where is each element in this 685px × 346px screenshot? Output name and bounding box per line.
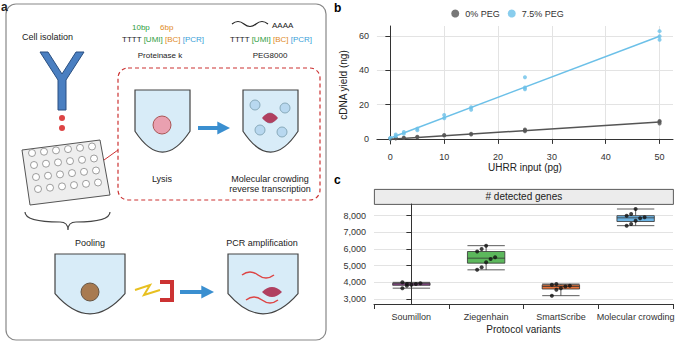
svg-text:Molecular crowding: Molecular crowding bbox=[597, 312, 675, 322]
svg-text:8,000: 8,000 bbox=[343, 211, 366, 221]
svg-text:AAAA: AAAA bbox=[272, 21, 294, 30]
svg-text:10: 10 bbox=[439, 152, 449, 162]
svg-text:0% PEG: 0% PEG bbox=[465, 9, 500, 19]
svg-text:b: b bbox=[334, 1, 341, 15]
svg-text:4,000: 4,000 bbox=[343, 277, 366, 287]
svg-text:# detected genes: # detected genes bbox=[486, 191, 563, 202]
svg-text:Pooling: Pooling bbox=[75, 238, 105, 248]
svg-text:TTTT [UMI] [BC] [PCR]: TTTT [UMI] [BC] [PCR] bbox=[122, 35, 204, 44]
svg-text:60: 60 bbox=[359, 31, 369, 41]
svg-text:3,000: 3,000 bbox=[343, 294, 366, 304]
svg-text:40: 40 bbox=[601, 152, 611, 162]
svg-text:PCR amplification: PCR amplification bbox=[226, 238, 298, 248]
svg-text:5,000: 5,000 bbox=[343, 261, 366, 271]
svg-text:Lysis: Lysis bbox=[152, 174, 173, 184]
svg-text:SmartScribe: SmartScribe bbox=[536, 312, 586, 322]
svg-text:PEG8000: PEG8000 bbox=[253, 51, 288, 60]
svg-text:Soumillon: Soumillon bbox=[392, 312, 432, 322]
svg-text:10bp: 10bp bbox=[132, 23, 150, 32]
svg-text:TTTT [UMI] [BC] [PCR]: TTTT [UMI] [BC] [PCR] bbox=[230, 35, 312, 44]
svg-text:reverse transcription: reverse transcription bbox=[229, 184, 311, 194]
svg-text:c: c bbox=[334, 173, 341, 187]
svg-text:Molecular crowding: Molecular crowding bbox=[231, 174, 309, 184]
svg-text:0: 0 bbox=[388, 152, 393, 162]
svg-text:6,000: 6,000 bbox=[343, 244, 366, 254]
svg-text:0: 0 bbox=[364, 134, 369, 144]
svg-text:50: 50 bbox=[655, 152, 665, 162]
svg-text:7.5% PEG: 7.5% PEG bbox=[522, 9, 564, 19]
svg-text:UHRR input (pg): UHRR input (pg) bbox=[488, 162, 562, 173]
svg-text:Ziegenhain: Ziegenhain bbox=[464, 312, 509, 322]
svg-text:40: 40 bbox=[359, 65, 369, 75]
svg-text:Cell isolation: Cell isolation bbox=[22, 32, 73, 42]
svg-text:7,000: 7,000 bbox=[343, 227, 366, 237]
svg-text:20: 20 bbox=[359, 100, 369, 110]
svg-text:20: 20 bbox=[493, 152, 503, 162]
svg-text:Protocol variants: Protocol variants bbox=[486, 324, 560, 335]
svg-text:30: 30 bbox=[547, 152, 557, 162]
svg-text:Proteinase k: Proteinase k bbox=[138, 51, 183, 60]
svg-text:a: a bbox=[1, 0, 8, 14]
svg-text:6bp: 6bp bbox=[160, 23, 174, 32]
svg-text:cDNA yield (ng): cDNA yield (ng) bbox=[338, 50, 349, 119]
